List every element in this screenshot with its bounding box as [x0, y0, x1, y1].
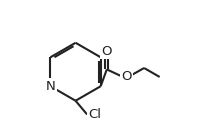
- Text: O: O: [102, 45, 112, 58]
- Text: N: N: [46, 80, 55, 93]
- Text: Cl: Cl: [88, 108, 101, 121]
- Text: O: O: [121, 70, 131, 83]
